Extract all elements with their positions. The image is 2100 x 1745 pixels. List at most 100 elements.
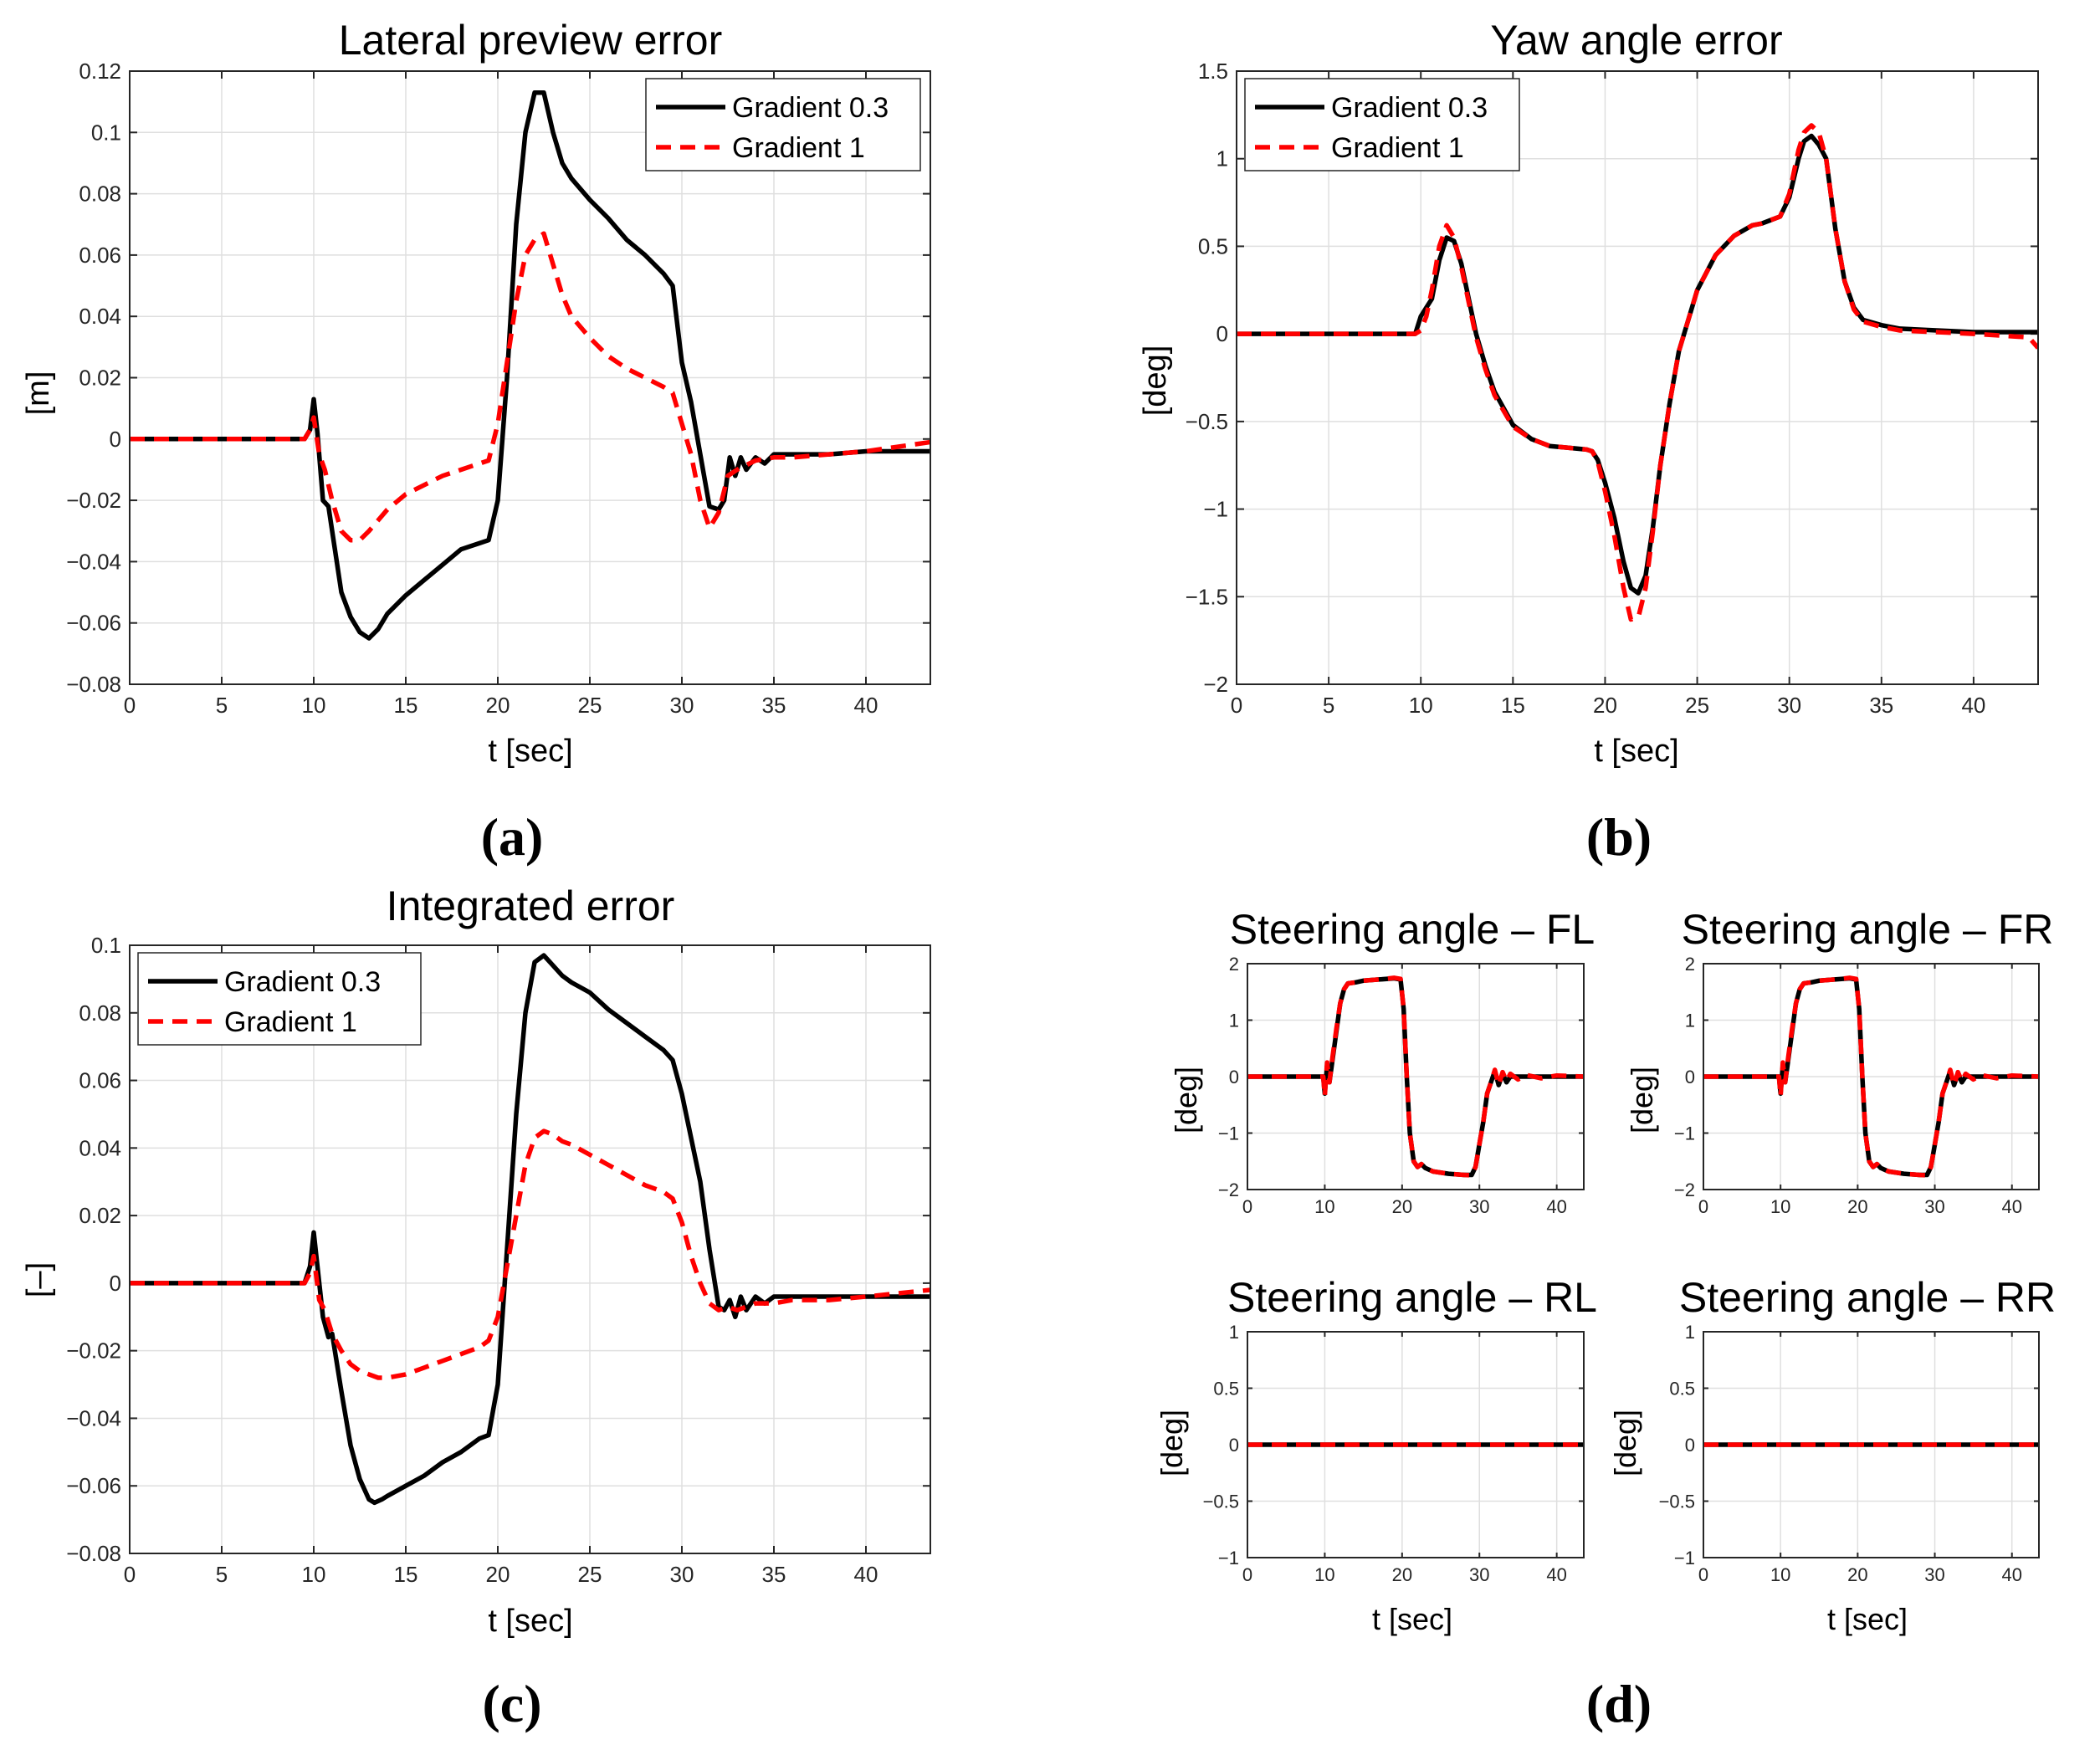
x-tick-label: 30 [670, 1562, 694, 1587]
plot-area-frame [1247, 963, 1585, 1190]
x-tick-label: 0 [124, 693, 136, 718]
series-line-gradient-0-3 [130, 90, 930, 641]
y-tick-label: −0.5 [1659, 1492, 1695, 1512]
x-tick-label: 20 [486, 693, 510, 718]
x-tick-label: 20 [1593, 693, 1617, 718]
y-tick-label: 0.08 [79, 182, 121, 207]
y-tick-label: 0 [1685, 1067, 1695, 1087]
y-tick-label: 0 [1216, 321, 1228, 346]
x-tick-label: 30 [1469, 1196, 1489, 1217]
y-tick-label: 1 [1685, 1322, 1695, 1343]
y-tick-label: 0.12 [79, 59, 121, 84]
legend: Gradient 0.3 Gradient 1 [137, 952, 422, 1046]
panel-label: (d) [1586, 1674, 1652, 1733]
x-tick-label: 20 [1847, 1564, 1867, 1585]
chart-steering-angle-rr: Steering angle – RR t [sec] [deg] 0 10 20 3… [1608, 1274, 2056, 1636]
x-tick-label: 30 [1469, 1564, 1489, 1585]
x-tick-label: 10 [1314, 1564, 1334, 1585]
x-tick-label: 5 [216, 1562, 228, 1587]
chart-title: Steering angle – RR [1679, 1274, 2056, 1321]
y-tick-label: 1.5 [1198, 59, 1228, 84]
y-tick-label: 0.5 [1198, 233, 1228, 258]
legend-label: Gradient 0.3 [224, 966, 381, 998]
x-tick-label: 15 [394, 1562, 418, 1587]
y-tick-label: −0.5 [1203, 1492, 1239, 1512]
y-tick-label: −0.04 [66, 1405, 121, 1430]
x-tick-label: 15 [1501, 693, 1525, 718]
y-tick-label: 0.02 [79, 1203, 121, 1228]
y-tick-label: 0.08 [79, 1000, 121, 1026]
y-tick-label: 1 [1685, 1011, 1695, 1031]
plot-area-frame [129, 944, 931, 1554]
y-tick-label: −0.02 [66, 488, 121, 513]
legend-label: Gradient 0.3 [732, 92, 889, 124]
y-tick-label: −1 [1203, 497, 1228, 522]
series-line-gradient-0-3 [1237, 133, 2038, 596]
series-line-gradient-1 [1237, 123, 2038, 622]
y-tick-label: 0.1 [91, 933, 121, 958]
y-axis-title: [m] [21, 371, 56, 416]
plot-area-frame [1703, 1331, 2040, 1558]
y-axis-title: [deg] [1608, 1410, 1642, 1476]
y-tick-label: 0.06 [79, 243, 121, 268]
x-tick-label: 40 [854, 693, 878, 718]
legend-label: Gradient 1 [1331, 132, 1464, 164]
series-group [1237, 123, 2038, 622]
y-tick-label: −1 [1674, 1123, 1695, 1144]
x-tick-label: 30 [1924, 1196, 1944, 1217]
x-axis-title: t [sec] [488, 734, 572, 769]
x-tick-label: 0 [1231, 693, 1242, 718]
plot-area-frame [1247, 1331, 1585, 1558]
y-tick-label: −1 [1218, 1123, 1239, 1144]
legend-label: Gradient 0.3 [1331, 92, 1488, 124]
y-tick-label: 1 [1229, 1011, 1239, 1031]
y-tick-label: 0.1 [91, 120, 121, 145]
y-tick-label: 0.5 [1669, 1379, 1695, 1400]
y-tick-label: 0 [1685, 1435, 1695, 1456]
y-tick-label: 2 [1229, 954, 1239, 975]
y-tick-label: 0.04 [79, 304, 121, 329]
panel-label: (a) [481, 807, 544, 867]
legend: Gradient 0.3 Gradient 1 [1244, 78, 1520, 171]
chart-steering-angle-fr: Steering angle – FR [deg] 0 10 20 30 40 −2 −1 0… [1625, 906, 2053, 1217]
y-tick-label: −1 [1218, 1548, 1239, 1568]
chart-title: Integrated error [387, 883, 675, 929]
legend-box [1244, 78, 1520, 171]
y-tick-label: 0 [110, 427, 121, 452]
y-axis-title: [deg] [1169, 1067, 1203, 1133]
x-tick-label: 0 [1698, 1564, 1708, 1585]
y-axis-title: [–] [21, 1262, 56, 1297]
grid [129, 70, 930, 685]
x-tick-label: 35 [762, 1562, 786, 1587]
series-group [130, 953, 930, 1506]
y-tick-label: −1.5 [1186, 584, 1228, 609]
x-tick-label: 20 [486, 1562, 510, 1587]
x-tick-label: 40 [1961, 693, 1985, 718]
panel-label: (b) [1586, 807, 1652, 867]
panel-label: (c) [482, 1674, 541, 1733]
x-axis-title: t [sec] [1827, 1602, 1908, 1636]
legend-box [645, 78, 921, 171]
series-line-gradient-1 [1703, 975, 2039, 1178]
y-tick-label: −2 [1203, 672, 1228, 697]
y-tick-label: −2 [1674, 1180, 1695, 1200]
y-tick-label: 0 [1229, 1435, 1239, 1456]
chart-lateral-preview-error: Lateral preview error t [sec] [m] (a) 0 5… [21, 17, 931, 867]
x-tick-label: 5 [216, 693, 228, 718]
y-tick-label: −0.5 [1186, 409, 1228, 434]
y-tick-label: 2 [1685, 954, 1695, 975]
chart-title: Steering angle – FL [1230, 906, 1595, 953]
y-tick-label: −0.08 [66, 1541, 121, 1566]
y-tick-label: −0.02 [66, 1338, 121, 1364]
series-group [1247, 975, 1584, 1178]
x-tick-label: 10 [1314, 1196, 1334, 1217]
x-tick-label: 10 [1770, 1196, 1790, 1217]
x-tick-label: 25 [578, 693, 602, 718]
x-tick-label: 25 [1685, 693, 1709, 718]
series-group [130, 90, 930, 641]
y-tick-label: 0.02 [79, 366, 121, 391]
x-axis-title: t [sec] [1594, 734, 1678, 769]
y-tick-label: −0.06 [66, 1473, 121, 1498]
chart-integrated-error: Integrated error t [sec] [–] (c) 0 5 10 15 2… [21, 883, 931, 1733]
